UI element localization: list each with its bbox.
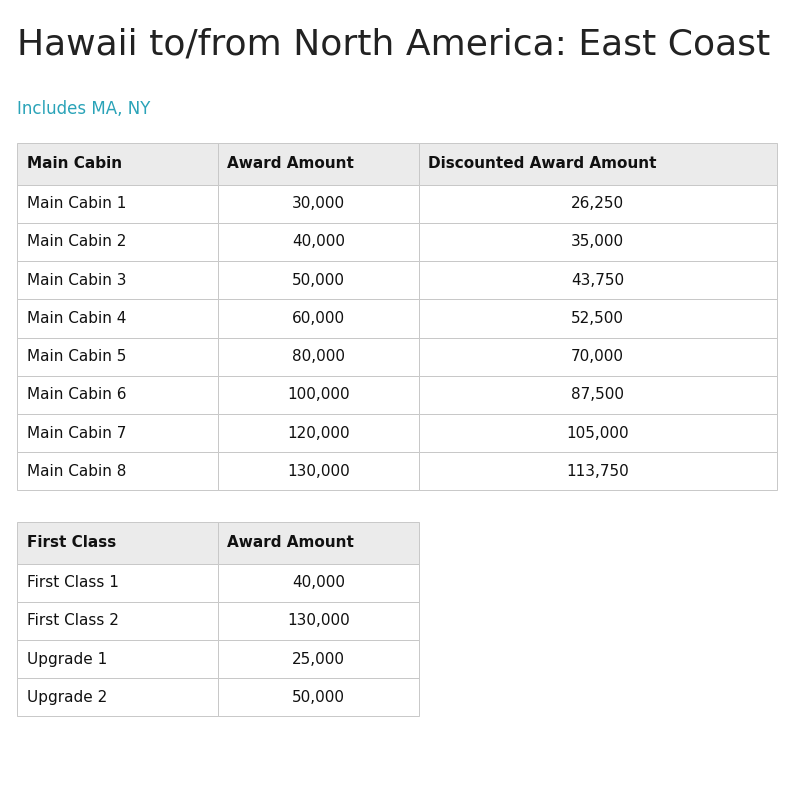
Bar [218,376,419,414]
Bar [419,338,777,376]
Bar [419,414,777,452]
Bar [17,299,218,338]
Bar [218,678,419,716]
Bar [17,338,218,376]
Text: 120,000: 120,000 [287,426,349,440]
Text: 130,000: 130,000 [287,464,349,478]
Bar [218,602,419,640]
Text: 26,250: 26,250 [571,197,624,211]
Text: Award Amount: Award Amount [227,536,354,550]
Bar [17,261,218,299]
Text: Main Cabin 8: Main Cabin 8 [27,464,126,478]
Text: 50,000: 50,000 [292,690,345,704]
Bar [17,143,218,185]
Text: 113,750: 113,750 [567,464,629,478]
Text: 43,750: 43,750 [571,273,624,287]
Bar [218,522,419,564]
Bar [17,414,218,452]
Text: First Class 1: First Class 1 [27,576,119,590]
Text: Main Cabin 6: Main Cabin 6 [27,388,126,402]
Text: 30,000: 30,000 [292,197,345,211]
Bar [218,299,419,338]
Text: Award Amount: Award Amount [227,157,354,171]
Text: Main Cabin: Main Cabin [27,157,122,171]
Text: 70,000: 70,000 [571,349,624,364]
Text: Main Cabin 2: Main Cabin 2 [27,235,126,249]
Text: Discounted Award Amount: Discounted Award Amount [428,157,656,171]
Text: 52,500: 52,500 [571,311,624,326]
Text: First Class: First Class [27,536,116,550]
Bar [17,564,218,602]
Bar [218,143,419,185]
Text: 60,000: 60,000 [292,311,345,326]
Bar [419,143,777,185]
Bar [17,522,218,564]
Text: First Class 2: First Class 2 [27,614,119,628]
Text: 40,000: 40,000 [292,235,345,249]
Bar [218,223,419,261]
Bar [17,376,218,414]
Bar [17,602,218,640]
Bar [218,564,419,602]
Bar [419,261,777,299]
Text: 105,000: 105,000 [567,426,629,440]
Text: 80,000: 80,000 [292,349,345,364]
Bar [218,640,419,678]
Text: 50,000: 50,000 [292,273,345,287]
Bar [17,185,218,223]
Text: Main Cabin 3: Main Cabin 3 [27,273,126,287]
Text: Hawaii to/from North America: East Coast: Hawaii to/from North America: East Coast [17,28,770,62]
Bar [218,414,419,452]
Bar [17,640,218,678]
Text: Main Cabin 5: Main Cabin 5 [27,349,126,364]
Text: Includes MA, NY: Includes MA, NY [17,100,150,118]
Bar [218,185,419,223]
Bar [218,338,419,376]
Text: Main Cabin 7: Main Cabin 7 [27,426,126,440]
Bar [17,223,218,261]
Text: 40,000: 40,000 [292,576,345,590]
Bar [17,678,218,716]
Text: 35,000: 35,000 [571,235,624,249]
Text: 25,000: 25,000 [292,652,345,666]
Text: Upgrade 1: Upgrade 1 [27,652,107,666]
Text: Main Cabin 1: Main Cabin 1 [27,197,126,211]
Text: 130,000: 130,000 [287,614,349,628]
Bar [419,376,777,414]
Bar [218,452,419,490]
Bar [419,452,777,490]
Bar [419,299,777,338]
Bar [419,223,777,261]
Bar [419,185,777,223]
Text: 100,000: 100,000 [287,388,349,402]
Text: Upgrade 2: Upgrade 2 [27,690,107,704]
Text: 87,500: 87,500 [571,388,624,402]
Bar [17,452,218,490]
Text: Main Cabin 4: Main Cabin 4 [27,311,126,326]
Bar [218,261,419,299]
